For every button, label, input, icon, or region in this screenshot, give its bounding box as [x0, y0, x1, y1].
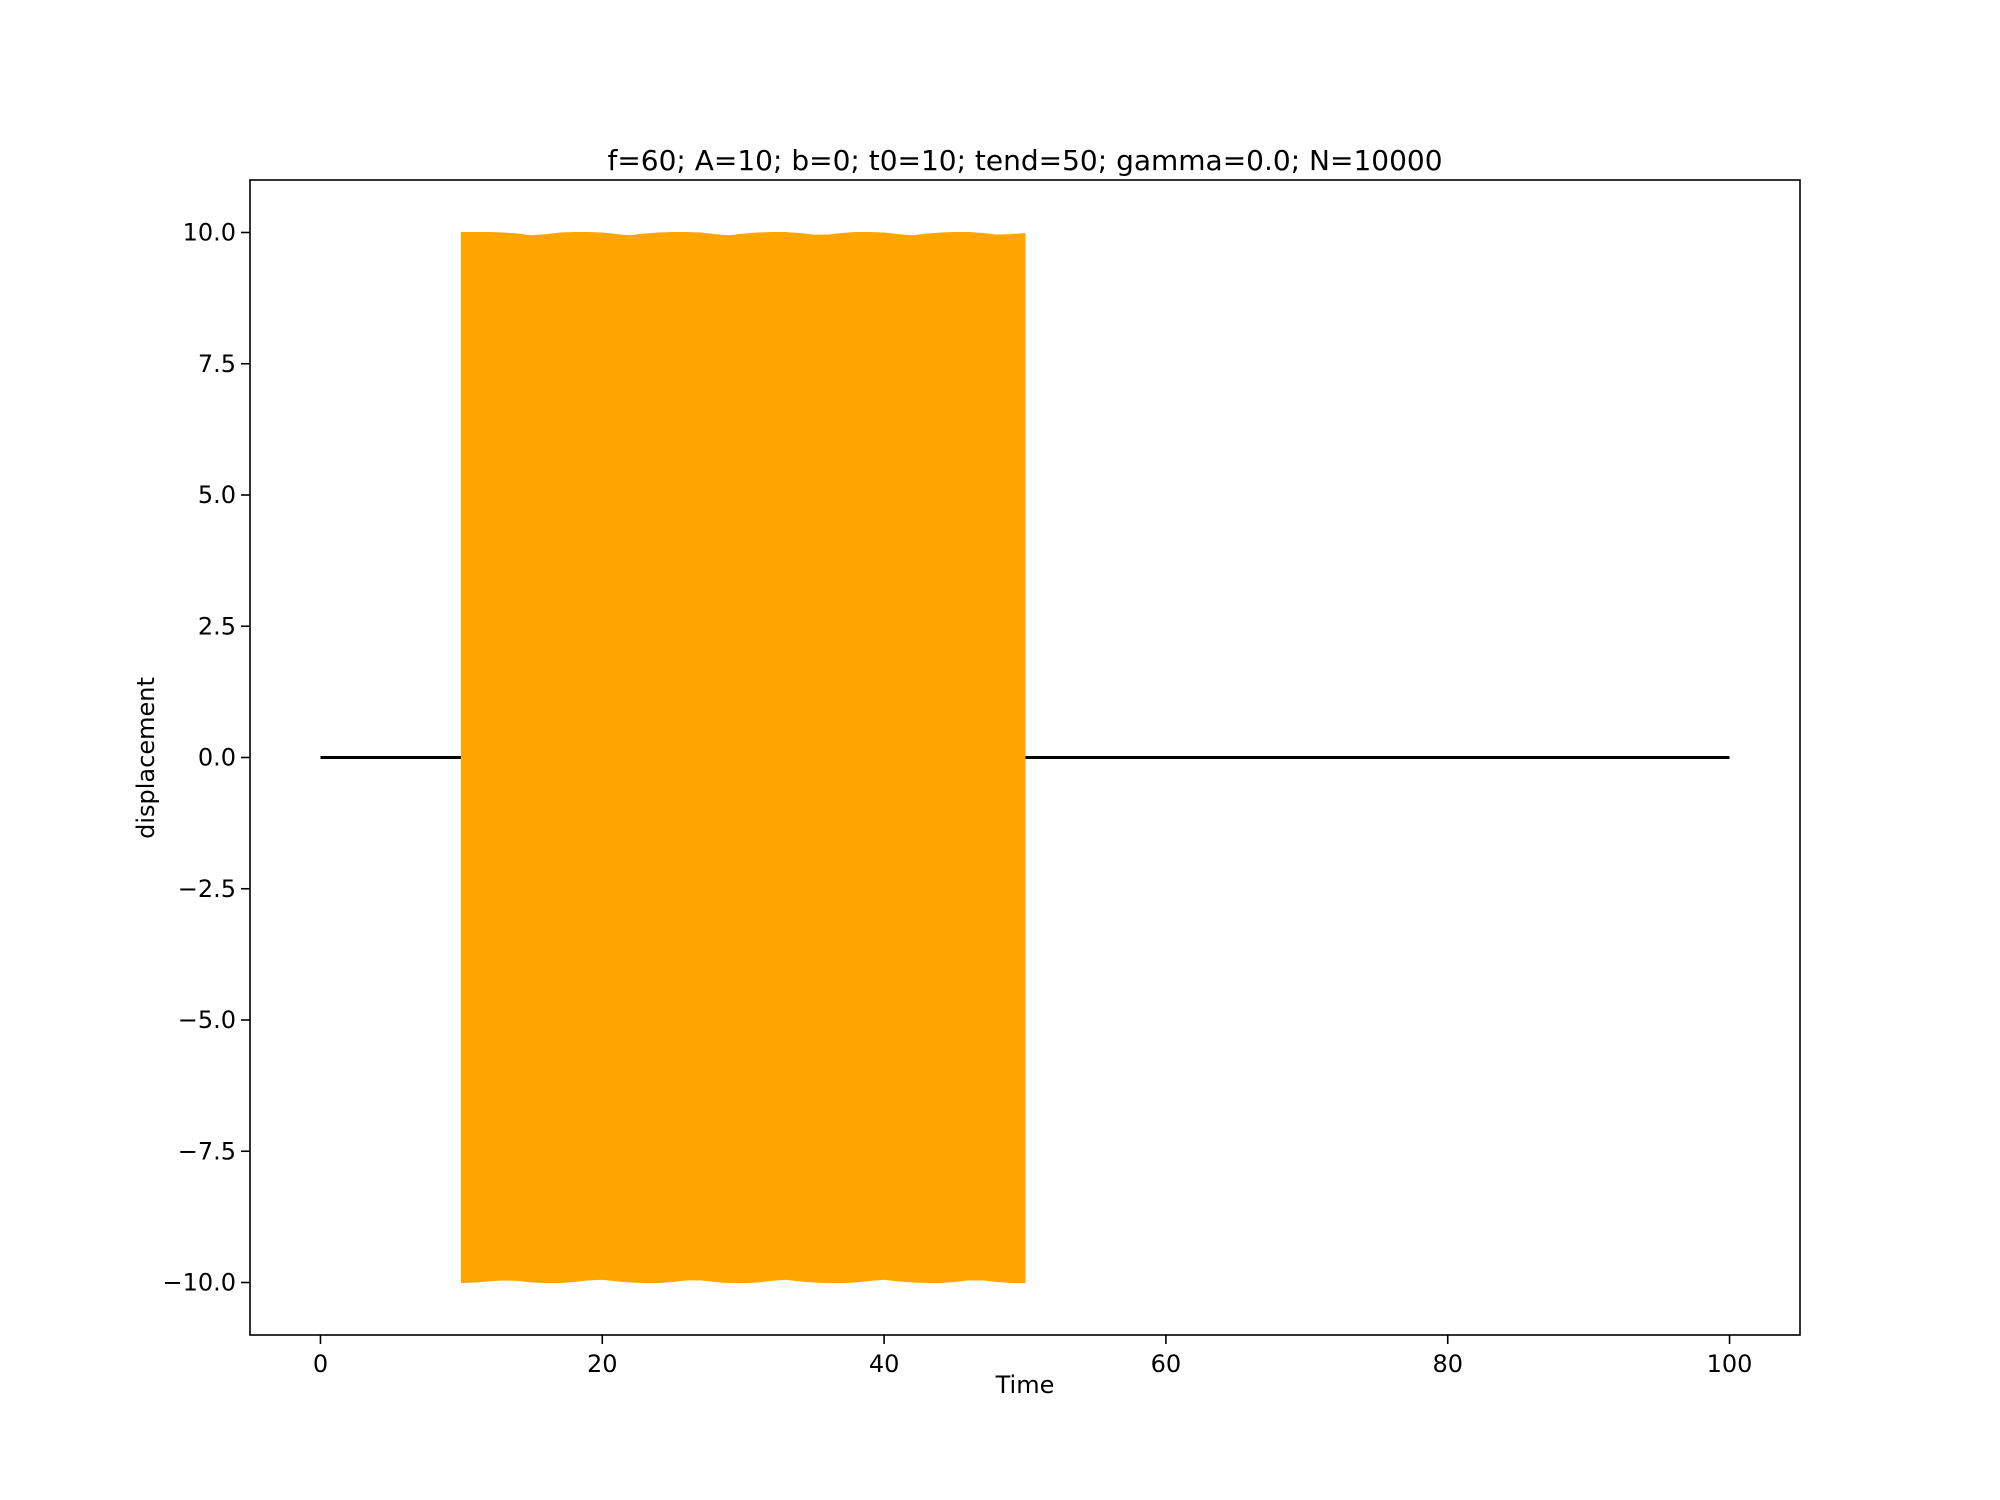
y-tick-label: 2.5 — [198, 612, 236, 640]
y-tick-label: −10.0 — [162, 1269, 236, 1297]
x-tick-label: 60 — [1151, 1350, 1182, 1378]
x-tick-label: 20 — [587, 1350, 618, 1378]
x-tick-label: 0 — [313, 1350, 328, 1378]
y-tick-label: −2.5 — [178, 875, 236, 903]
x-tick-label: 100 — [1707, 1350, 1753, 1378]
chart-title: f=60; A=10; b=0; t0=10; tend=50; gamma=0… — [607, 144, 1442, 177]
y-tick-label: 5.0 — [198, 481, 236, 509]
x-axis-label: Time — [995, 1371, 1055, 1399]
y-tick-label: 7.5 — [198, 350, 236, 378]
y-tick-label: −7.5 — [178, 1137, 236, 1165]
y-tick-label: −5.0 — [178, 1006, 236, 1034]
y-tick-label: 0.0 — [198, 744, 236, 772]
oscillation-band-series — [460, 232, 1026, 1284]
x-axis-ticks: 0 20 40 60 80 100 — [313, 1335, 1753, 1378]
y-axis-ticks: 10.0 7.5 5.0 2.5 0.0 −2.5 −5.0 −7.5 −10.0 — [162, 219, 250, 1297]
plot-layer — [320, 232, 1730, 1284]
x-tick-label: 80 — [1432, 1350, 1463, 1378]
y-tick-label: 10.0 — [183, 219, 236, 247]
y-axis-label: displacement — [132, 677, 160, 839]
x-tick-label: 40 — [869, 1350, 900, 1378]
